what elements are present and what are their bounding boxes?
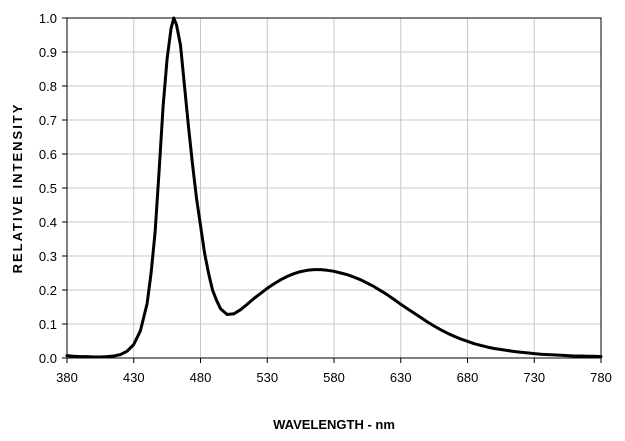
x-tick-label: 780 xyxy=(590,370,612,385)
x-tick-label: 730 xyxy=(523,370,545,385)
y-tick-label: 0.4 xyxy=(39,215,57,230)
y-tick-label: 0.6 xyxy=(39,147,57,162)
x-tick-label: 680 xyxy=(457,370,479,385)
x-tick-label: 530 xyxy=(256,370,278,385)
y-axis-ticks: 0.0 0.1 0.2 0.3 0.4 0.5 0.6 0.7 0.8 0.9 1.0 xyxy=(39,11,67,366)
x-axis-title: WAVELENGTH - nm xyxy=(273,417,395,432)
x-tick-label: 480 xyxy=(190,370,212,385)
y-tick-label: 0.7 xyxy=(39,113,57,128)
y-tick-label: 0.1 xyxy=(39,317,57,332)
x-tick-label: 430 xyxy=(123,370,145,385)
y-tick-label: 0.2 xyxy=(39,283,57,298)
y-tick-label: 0.5 xyxy=(39,181,57,196)
spectrum-line xyxy=(65,16,603,359)
y-tick-label: 0.3 xyxy=(39,249,57,264)
y-tick-label: 0.0 xyxy=(39,351,57,366)
x-axis-ticks: 380 430 480 530 580 630 680 730 780 xyxy=(56,358,612,385)
x-tick-label: 380 xyxy=(56,370,78,385)
x-tick-label: 630 xyxy=(390,370,412,385)
y-tick-label: 0.8 xyxy=(39,79,57,94)
y-tick-label: 1.0 xyxy=(39,11,57,26)
x-tick-label: 580 xyxy=(323,370,345,385)
y-axis-title: RELATIVE INTENSITY xyxy=(10,103,25,274)
y-tick-label: 0.9 xyxy=(39,45,57,60)
